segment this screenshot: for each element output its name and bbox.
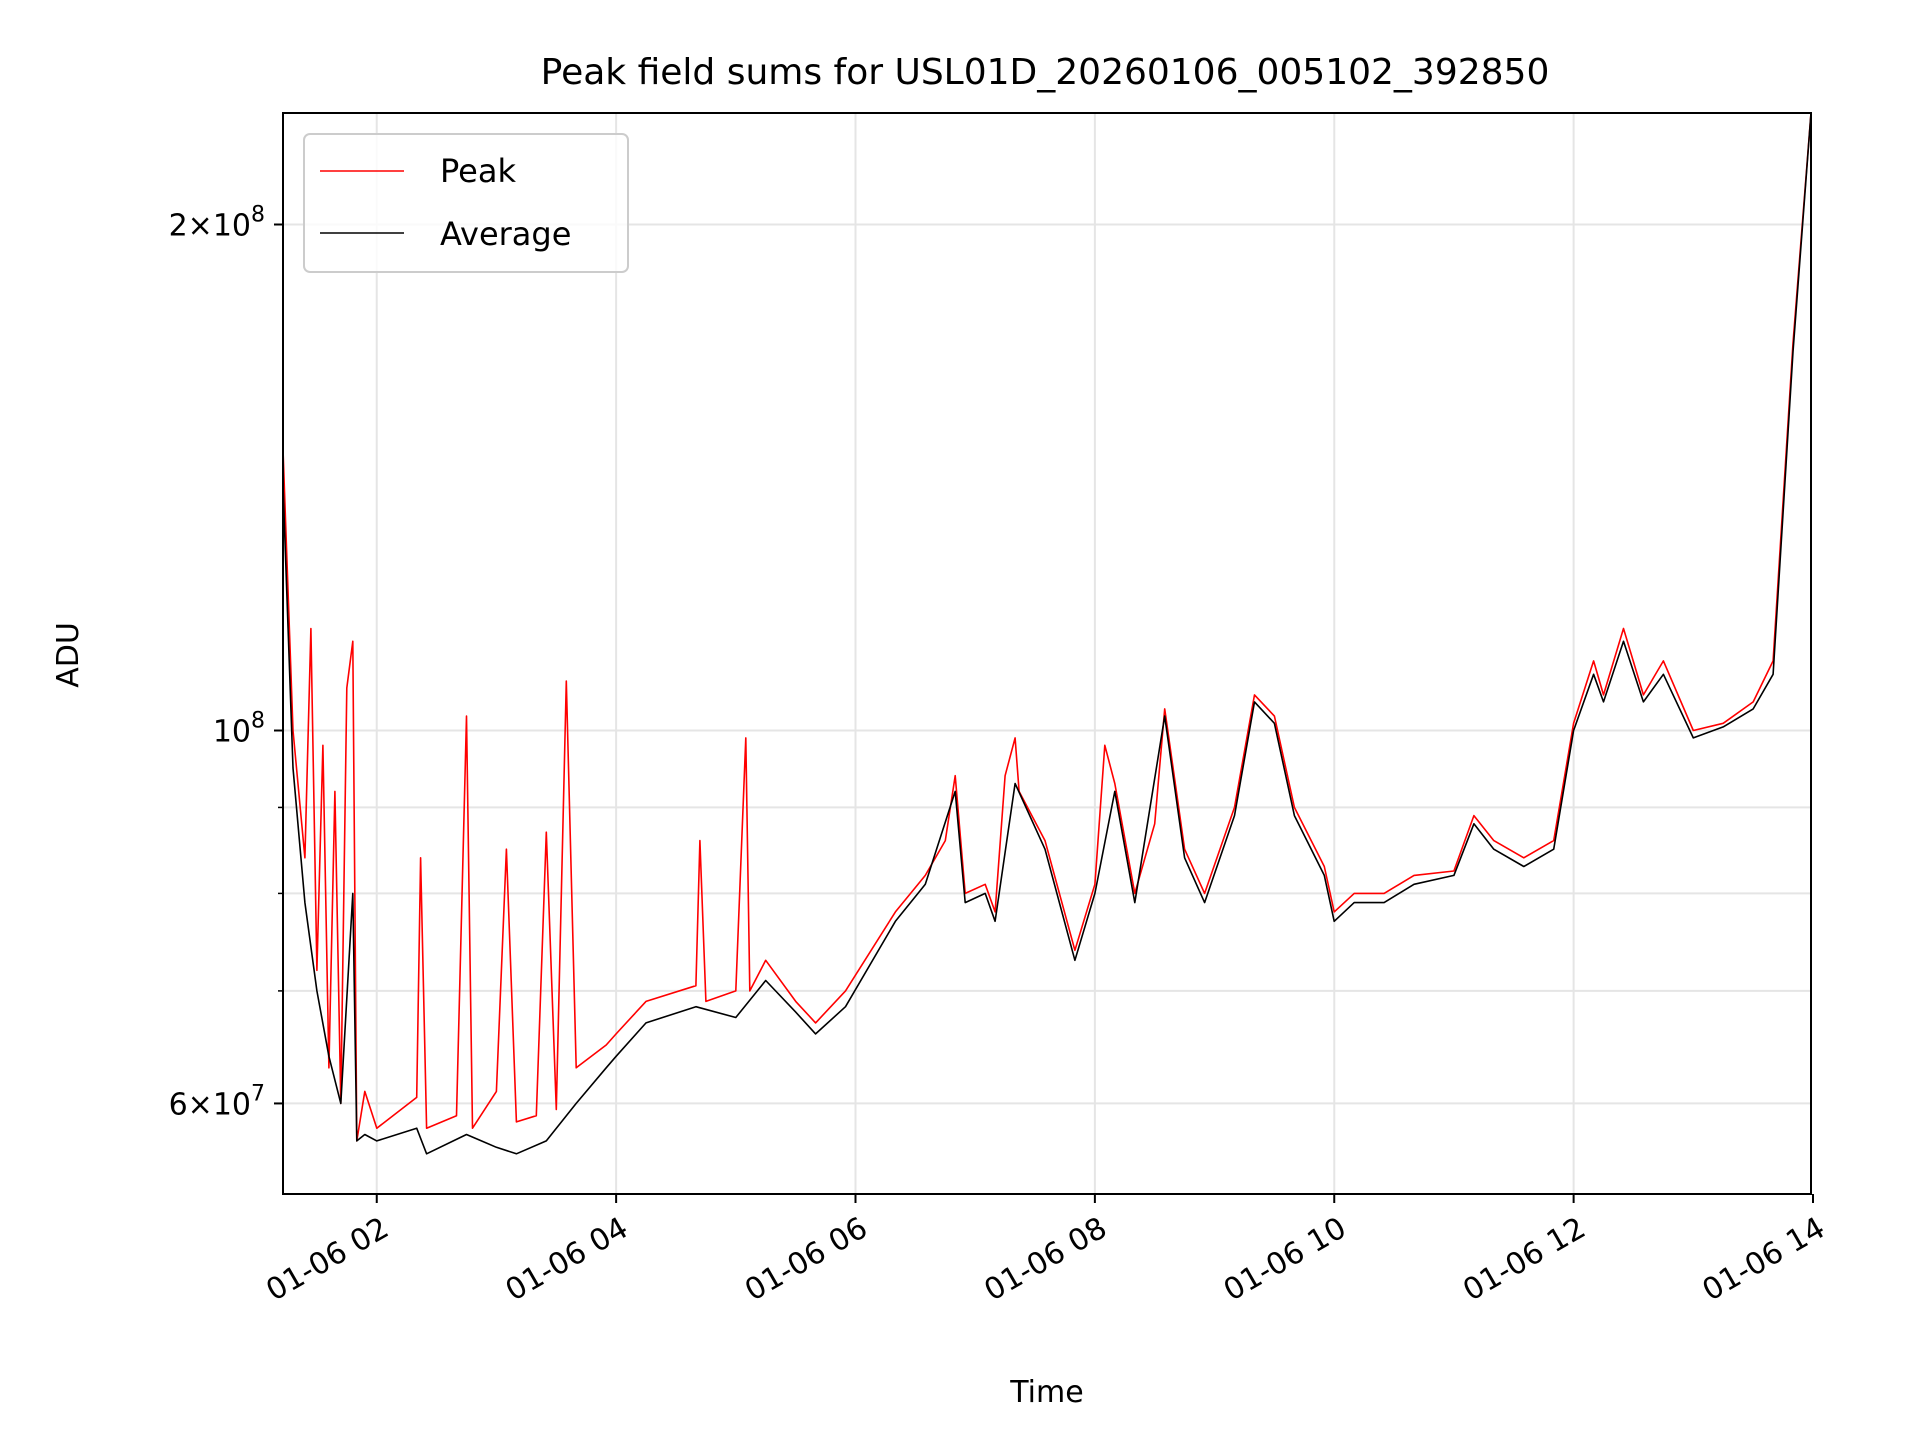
x-axis-label: Time: [1009, 1375, 1083, 1410]
y-tick-label: 108: [213, 709, 265, 750]
legend: Peak Average: [303, 133, 629, 273]
plot-frame: [282, 112, 1812, 1195]
y-tick-label: 2×108: [169, 202, 265, 243]
series-lines: [283, 113, 1811, 1155]
y-tick-label: 6×107: [169, 1081, 265, 1122]
legend-label-peak: Peak: [440, 152, 516, 190]
series-line-average: [283, 113, 1811, 1155]
legend-label-average: Average: [440, 215, 571, 253]
chart-title: Peak field sums for USL01D_20260106_0051…: [541, 52, 1550, 93]
y-axis-label: ADU: [51, 622, 86, 688]
series-line-peak: [283, 113, 1811, 1142]
legend-box: [303, 133, 629, 273]
